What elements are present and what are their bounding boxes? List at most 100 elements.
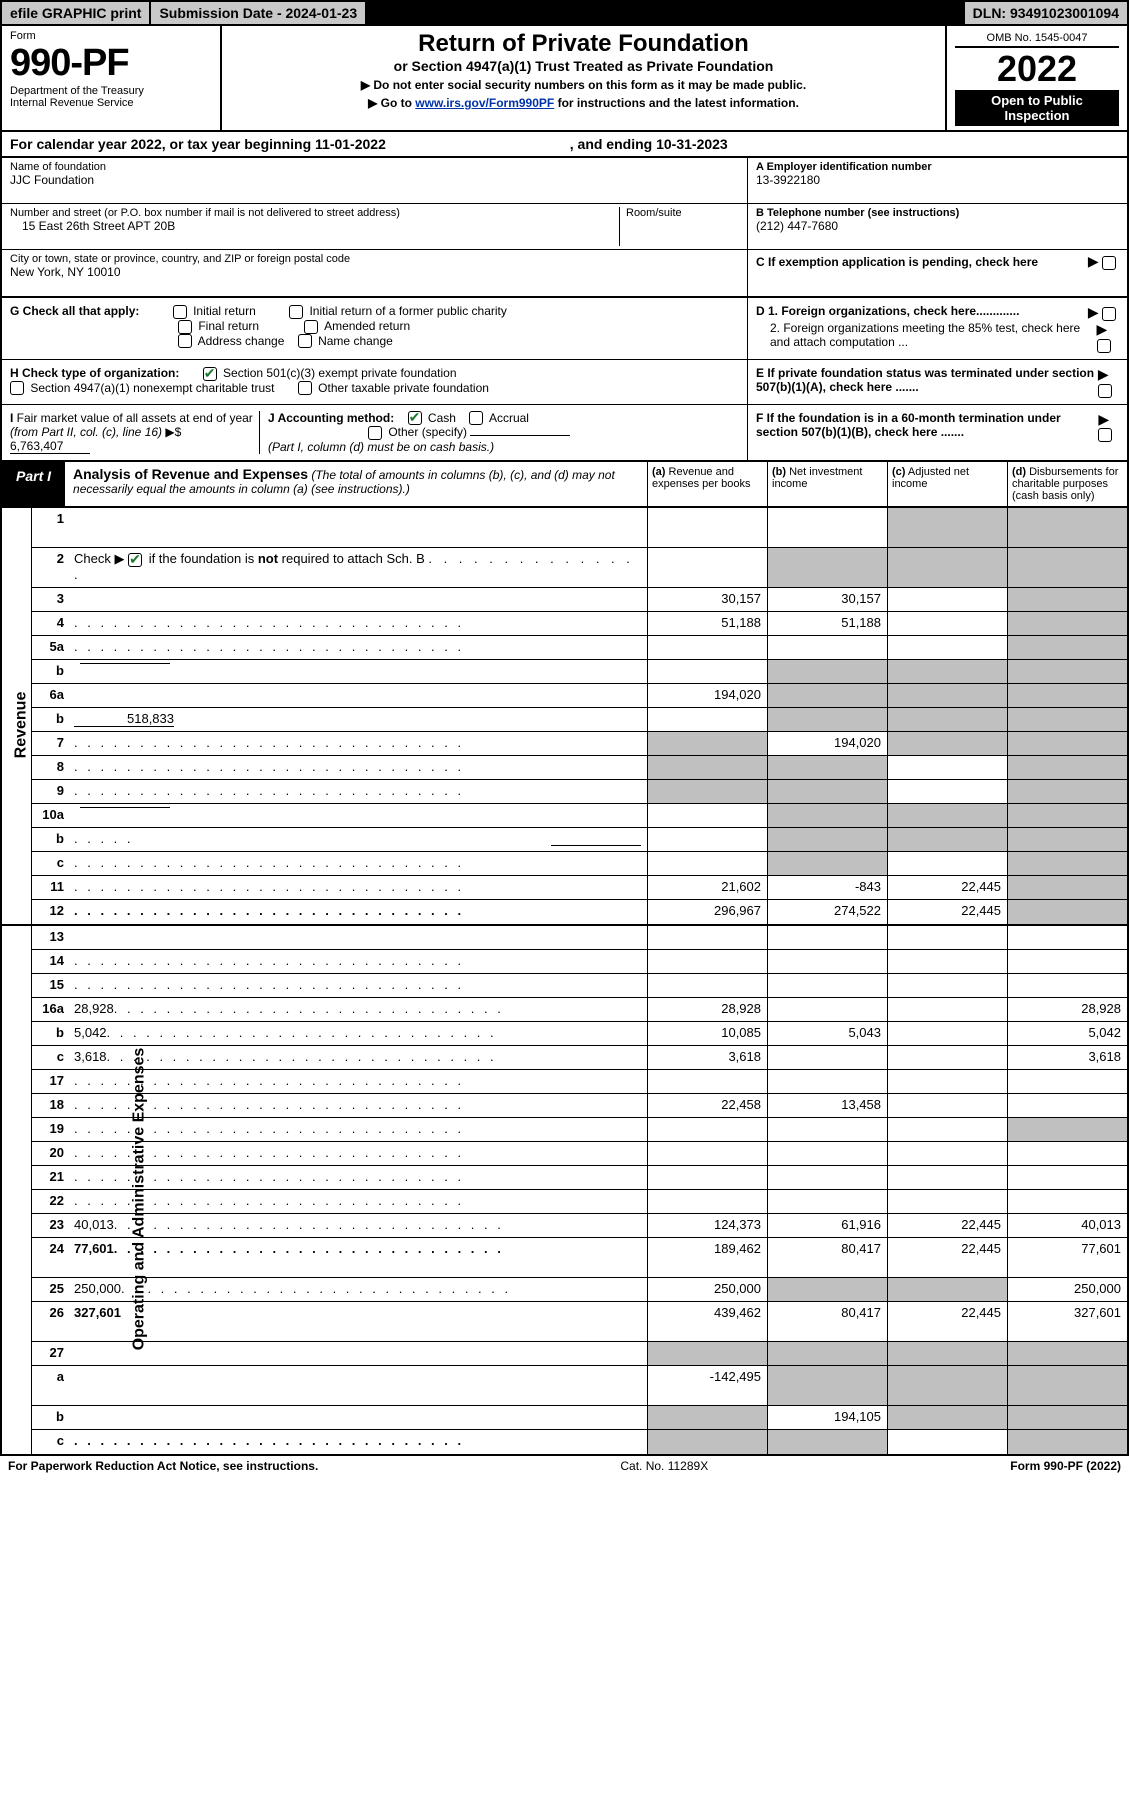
row-number: 24	[32, 1238, 68, 1277]
row-number: 17	[32, 1070, 68, 1093]
c-checkbox[interactable]	[1102, 256, 1116, 270]
cell-a	[647, 548, 767, 587]
cell-b	[767, 950, 887, 973]
table-row: 20 . . . . . . . . . . . . . . . . . . .…	[32, 1142, 1127, 1166]
cell-c	[887, 926, 1007, 949]
table-row: b 518,833	[32, 708, 1127, 732]
e-checkbox[interactable]	[1098, 384, 1112, 398]
cell-b	[767, 974, 887, 997]
h1-checkbox[interactable]	[203, 367, 217, 381]
cell-d: 327,601	[1007, 1302, 1127, 1341]
row-desc	[68, 1406, 647, 1429]
ij-left: I Fair market value of all assets at end…	[2, 405, 747, 461]
table-row: b5,042 . . . . . . . . . . . . . . . . .…	[32, 1022, 1127, 1046]
h2-checkbox[interactable]	[10, 381, 24, 395]
name-row: Name of foundation JJC Foundation	[2, 158, 747, 204]
city-label: City or town, state or province, country…	[10, 253, 739, 265]
cell-c	[887, 1142, 1007, 1165]
h1-text: Section 501(c)(3) exempt private foundat…	[223, 366, 456, 380]
cell-d	[1007, 708, 1127, 731]
cell-a	[647, 1166, 767, 1189]
table-row: 15 . . . . . . . . . . . . . . . . . . .…	[32, 974, 1127, 998]
footer-mid: Cat. No. 11289X	[620, 1459, 708, 1473]
cell-b: -843	[767, 876, 887, 899]
row-number: c	[32, 1046, 68, 1069]
footer-left: For Paperwork Reduction Act Notice, see …	[8, 1459, 318, 1473]
g-former-checkbox[interactable]	[289, 305, 303, 319]
cell-c	[887, 780, 1007, 803]
cell-c: 22,445	[887, 1302, 1007, 1341]
i-value: 6,763,407	[10, 439, 90, 454]
j-note: (Part I, column (d) must be on cash basi…	[268, 440, 494, 454]
cell-c	[887, 1342, 1007, 1365]
cell-d	[1007, 636, 1127, 659]
cell-a	[647, 756, 767, 779]
cell-a: 10,085	[647, 1022, 767, 1045]
cell-b: 80,417	[767, 1302, 887, 1341]
cell-a	[647, 732, 767, 755]
arrow-icon: ▶	[1098, 411, 1109, 427]
arrow-icon: ▶	[1098, 366, 1109, 382]
cell-a	[647, 804, 767, 827]
table-row: 19 . . . . . . . . . . . . . . . . . . .…	[32, 1118, 1127, 1142]
cal-end: 10-31-2023	[656, 136, 728, 152]
cell-d	[1007, 1166, 1127, 1189]
cell-b	[767, 508, 887, 547]
row-number: c	[32, 1430, 68, 1454]
row-desc	[68, 508, 647, 547]
schb-checkbox[interactable]	[128, 553, 142, 567]
name-label: Name of foundation	[10, 161, 739, 173]
row-number: 5a	[32, 636, 68, 659]
cell-c	[887, 756, 1007, 779]
cell-b	[767, 660, 887, 683]
j-accrual-checkbox[interactable]	[469, 411, 483, 425]
cell-b	[767, 1046, 887, 1069]
row-number: 16a	[32, 998, 68, 1021]
part1-header: Part I Analysis of Revenue and Expenses …	[0, 462, 1129, 508]
cell-c	[887, 1278, 1007, 1301]
submission-date: Submission Date - 2024-01-23	[151, 2, 367, 24]
footer-right: Form 990-PF (2022)	[1010, 1459, 1121, 1473]
g-addrchg-checkbox[interactable]	[178, 334, 192, 348]
cell-d	[1007, 950, 1127, 973]
cell-a	[647, 708, 767, 731]
c-row: C If exemption application is pending, c…	[748, 250, 1127, 273]
cell-b: 194,105	[767, 1406, 887, 1429]
row-number: 19	[32, 1118, 68, 1141]
phone-row: B Telephone number (see instructions) (2…	[748, 204, 1127, 250]
note-2: ▶ Go to www.irs.gov/Form990PF for instru…	[230, 96, 937, 110]
row-number: b	[32, 660, 68, 683]
table-row: 2Check ▶ if the foundation is not requir…	[32, 548, 1127, 588]
table-row: b . . . . .	[32, 828, 1127, 852]
cell-d	[1007, 1142, 1127, 1165]
j-cash-checkbox[interactable]	[408, 411, 422, 425]
cell-c	[887, 508, 1007, 547]
col-a-text: Revenue and expenses per books	[652, 466, 750, 490]
cell-b	[767, 1430, 887, 1454]
g-final-checkbox[interactable]	[178, 320, 192, 334]
part1-title: Analysis of Revenue and Expenses	[73, 466, 308, 482]
cal-prefix: For calendar year 2022, or tax year begi…	[10, 136, 315, 152]
phone-value: (212) 447-7680	[756, 219, 1119, 233]
j-other: Other (specify)	[388, 425, 467, 439]
g-initial-checkbox[interactable]	[173, 305, 187, 319]
cell-d	[1007, 926, 1127, 949]
d2-checkbox[interactable]	[1097, 339, 1111, 353]
cell-d: 3,618	[1007, 1046, 1127, 1069]
d1-checkbox[interactable]	[1102, 307, 1116, 321]
f-checkbox[interactable]	[1098, 428, 1112, 442]
revenue-table: Revenue 12Check ▶ if the foundation is n…	[0, 508, 1129, 926]
j-other-checkbox[interactable]	[368, 426, 382, 440]
cell-d	[1007, 1094, 1127, 1117]
row-desc: . . . . . . . . . . . . . . . . . . . . …	[68, 780, 647, 803]
addr-row: Number and street (or P.O. box number if…	[2, 204, 747, 250]
g-amended-checkbox[interactable]	[304, 320, 318, 334]
form-link[interactable]: www.irs.gov/Form990PF	[415, 96, 554, 110]
g-namechg-checkbox[interactable]	[298, 334, 312, 348]
table-row: 10a	[32, 804, 1127, 828]
col-d-text: Disbursements for charitable purposes (c…	[1012, 466, 1118, 502]
cell-a	[647, 926, 767, 949]
row-number: 4	[32, 612, 68, 635]
cell-c	[887, 804, 1007, 827]
h3-checkbox[interactable]	[298, 381, 312, 395]
